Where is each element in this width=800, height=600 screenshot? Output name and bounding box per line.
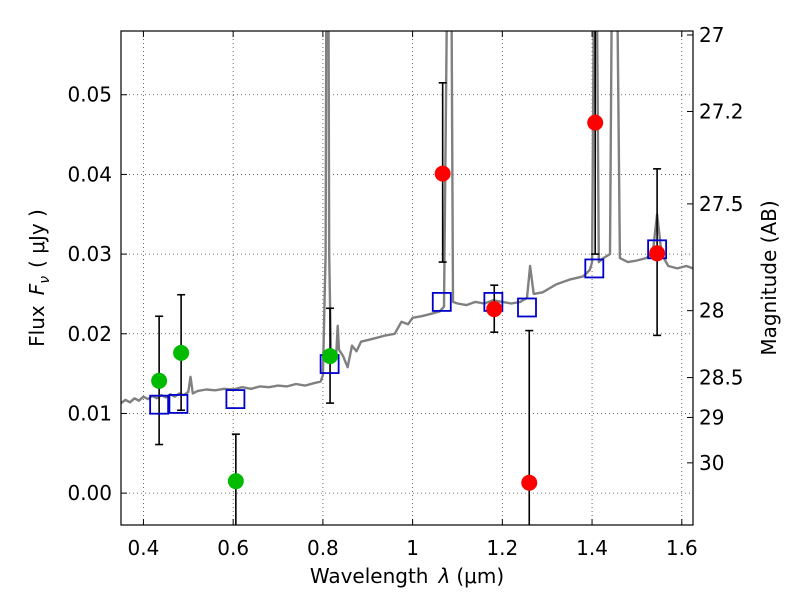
y2-tick-label: 28 — [699, 299, 724, 323]
y-axis-label: FluxFν( μJy ) — [25, 209, 53, 347]
y-tick-label: 0.00 — [67, 481, 112, 505]
green-data-point — [151, 372, 168, 389]
y2-axis-label: Magnitude (AB) — [757, 200, 781, 355]
y2-tick-label: 27 — [699, 23, 724, 47]
green-data-point — [173, 344, 190, 361]
y2-tick-label: 28.5 — [699, 366, 744, 390]
plot-area — [121, 31, 693, 525]
y2-tick-label: 27.2 — [699, 99, 744, 123]
red-data-point — [521, 474, 538, 491]
y2-tick-label: 27.5 — [699, 192, 744, 216]
model-photometry-square — [225, 389, 246, 410]
model-photometry-square — [584, 258, 605, 279]
plot-frame — [120, 30, 694, 526]
model-photometry-square — [168, 393, 189, 414]
model-photometry-square — [431, 292, 452, 312]
red-data-point — [486, 301, 503, 318]
green-data-point — [227, 473, 244, 490]
x-tick-label: 1 — [406, 536, 419, 560]
model-spectrum-line — [121, 31, 693, 405]
model-photometry-square — [517, 297, 537, 318]
y-tick-label: 0.02 — [67, 322, 112, 346]
x-tick-label: 1.4 — [576, 536, 608, 560]
model-photometry-square — [149, 394, 170, 415]
x-tick-label: 0.8 — [307, 536, 339, 560]
x-tick-label: 1.2 — [486, 536, 518, 560]
y-tick-label: 0.01 — [67, 401, 112, 425]
axis-ticks: 0.4 0.6 0.8 1 1.2 1.4 1.6 0.00 0.01 0.02 0.03 0.04 0… — [67, 23, 743, 560]
red-data-point — [587, 114, 604, 131]
x-tick-label: 0.4 — [128, 536, 160, 560]
y-tick-label: 0.05 — [67, 83, 112, 107]
y2-tick-label: 29 — [699, 405, 724, 429]
y-tick-label: 0.04 — [67, 162, 112, 186]
x-tick-label: 0.6 — [217, 536, 249, 560]
green-data-point — [322, 348, 339, 365]
y2-tick-label: 30 — [699, 451, 724, 475]
x-tick-label: 1.6 — [666, 536, 698, 560]
red-data-point — [434, 165, 451, 182]
red-data-point — [649, 245, 666, 262]
y-tick-label: 0.03 — [67, 242, 112, 266]
x-axis-label: Wavelength λ (μm) — [310, 564, 504, 588]
